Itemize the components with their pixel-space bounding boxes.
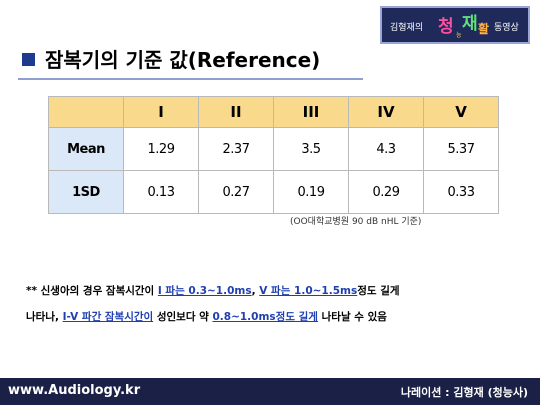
table-row: 1SD 0.13 0.27 0.19 0.29 0.33 [48,170,499,214]
cell: 0.19 [273,170,349,214]
footer: www.Audiology.kr 나레이션 : 김형재 (청능사) [0,378,540,405]
note-text: ** 신생아의 경우 잠복시간이 [26,285,158,297]
cell: 0.33 [423,170,499,214]
logo-name: 김형재의 [390,23,424,33]
note-text: 성인보다 약 [153,311,213,323]
row-header: 1SD [48,170,124,214]
column-header: IV [348,96,424,128]
note-text: 나타날 수 있음 [317,311,387,323]
note-highlight: 0.8~1.0ms정도 길게 [212,311,318,323]
source-note: (OO대학교병원 90 dB nHL 기준) [290,217,422,227]
note-text: , [251,285,260,297]
logo-char: 능 [456,32,462,39]
note-line: ** 신생아의 경우 잠복시간이 I 파는 0.3~1.0ms, V 파는 1.… [26,283,400,298]
note-highlight: V 파는 1.0~1.5ms [259,285,358,297]
cell: 0.27 [198,170,274,214]
column-header: II [198,96,274,128]
note-line: 나타나, I-V 파간 잠복시간이 성인보다 약 0.8~1.0ms정도 길게 … [26,309,387,324]
corner-cell [48,96,124,128]
cell: 5.37 [423,127,499,171]
cell: 0.13 [123,170,199,214]
column-header: V [423,96,499,128]
cell: 0.29 [348,170,424,214]
column-header: III [273,96,349,128]
note-highlight: I 파는 0.3~1.0ms [157,285,252,297]
note-text: 정도 길게 [357,285,400,297]
table-row: Mean 1.29 2.37 3.5 4.3 5.37 [48,127,499,171]
note-highlight: I-V 파간 잠복시간이 [62,311,154,323]
reference-table: I II III IV V Mean 1.29 2.37 3.5 4.3 5.3… [48,96,499,214]
bullet [22,53,35,66]
header-row: I II III IV V [48,96,499,128]
logo-suffix: 동영상 [494,23,519,33]
cell: 3.5 [273,127,349,171]
narration: 나레이션 : 김형재 (청능사) [400,386,528,399]
cell: 2.37 [198,127,274,171]
logo: 김형재의 청 능 재 활 동영상 [380,6,530,44]
row-header: Mean [48,127,124,171]
cell: 4.3 [348,127,424,171]
cell: 1.29 [123,127,199,171]
site-url: www.Audiology.kr [8,383,141,398]
title-rule [18,78,363,80]
logo-char: 재 [462,14,478,34]
note-text: 나타나, [26,311,63,323]
title-text: 잠복기의 기준 값(Reference) [45,48,321,72]
logo-char: 활 [478,22,490,36]
logo-char: 청 [438,17,454,37]
title: 잠복기의 기준 값(Reference) [22,44,320,73]
column-header: I [123,96,199,128]
